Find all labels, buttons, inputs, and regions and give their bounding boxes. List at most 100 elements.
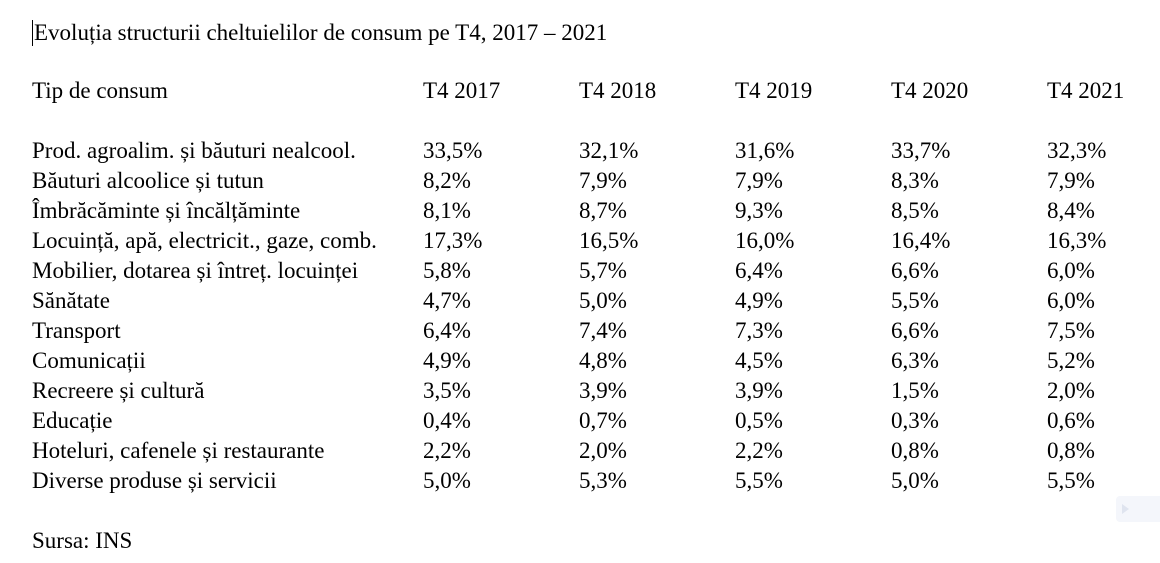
row-value: 33,7% [891,138,951,163]
header-year: T4 2020 [891,78,969,103]
row-value: 2,2% [735,438,783,463]
table-header-row: Tip de consum T4 2017 T4 2018 T4 2019 T4… [32,76,1147,106]
header-year: T4 2018 [579,78,657,103]
row-value: 16,5% [579,228,639,253]
table-row: Recreere și cultură 3,5% 3,9% 3,9% 1,5% 2,0% [32,376,1147,406]
row-value: 7,9% [1047,168,1095,193]
row-value: 8,4% [1047,198,1095,223]
row-label: Comunicații [32,348,146,373]
source-note: Sursa: INS [32,528,133,553]
row-value: 5,0% [891,468,939,493]
header-type: Tip de consum [32,78,168,103]
row-value: 5,0% [579,288,627,313]
row-value: 0,4% [423,408,471,433]
header-year: T4 2021 [1047,78,1125,103]
row-value: 16,3% [1047,228,1107,253]
table-row: Prod. agroalim. și băuturi nealcool. 33,5… [32,136,1147,166]
row-value: 5,5% [735,468,783,493]
table-row: Educație 0,4% 0,7% 0,5% 0,3% 0,6% [32,406,1147,436]
row-label: Sănătate [32,288,110,313]
table-row: Băuturi alcoolice și tutun 8,2% 7,9% 7,9% 8,… [32,166,1147,196]
row-value: 0,8% [891,438,939,463]
table-row: Hoteluri, cafenele și restaurante 2,2% 2,0… [32,436,1147,466]
row-label: Hoteluri, cafenele și restaurante [32,438,325,463]
row-label: Locuință, apă, electricit., gaze, comb. [32,228,377,253]
row-value: 1,5% [891,378,939,403]
row-value: 8,3% [891,168,939,193]
row-value: 5,0% [423,468,471,493]
row-value: 5,5% [1047,468,1095,493]
row-value: 3,5% [423,378,471,403]
row-value: 7,5% [1047,318,1095,343]
row-value: 33,5% [423,138,483,163]
row-value: 6,6% [891,318,939,343]
row-value: 0,6% [1047,408,1095,433]
row-value: 32,3% [1047,138,1107,163]
row-label: Prod. agroalim. și băuturi nealcool. [32,138,356,163]
row-label: Îmbrăcăminte și încălțăminte [32,198,301,223]
table-row: Îmbrăcăminte și încălțăminte 8,1% 8,7% 9,3%… [32,196,1147,226]
row-value: 8,7% [579,198,627,223]
row-value: 8,2% [423,168,471,193]
row-value: 8,1% [423,198,471,223]
table-row: Locuință, apă, electricit., gaze, comb. 1… [32,226,1147,256]
expenditure-structure-table: Tip de consum T4 2017 T4 2018 T4 2019 T4… [32,76,1147,496]
row-value: 16,0% [735,228,795,253]
play-arrow-icon [1122,504,1129,514]
row-value: 0,8% [1047,438,1095,463]
row-value: 4,5% [735,348,783,373]
row-label: Mobilier, dotarea și întreț. locuinței [32,258,359,283]
row-value: 3,9% [735,378,783,403]
row-value: 7,4% [579,318,627,343]
table-spacer-row [32,106,1147,136]
row-value: 5,3% [579,468,627,493]
row-label: Diverse produse și servicii [32,468,277,493]
text-cursor [32,20,33,46]
table-body: Prod. agroalim. și băuturi nealcool. 33,5… [32,106,1147,496]
row-value: 31,6% [735,138,795,163]
row-value: 5,8% [423,258,471,283]
row-value: 6,0% [1047,288,1095,313]
row-value: 2,2% [423,438,471,463]
row-value: 4,8% [579,348,627,373]
row-value: 0,3% [891,408,939,433]
row-value: 9,3% [735,198,783,223]
document-title[interactable]: Evoluția structurii cheltuielilor de con… [34,20,608,45]
row-value: 6,4% [423,318,471,343]
row-value: 4,7% [423,288,471,313]
row-value: 6,4% [735,258,783,283]
row-value: 5,5% [891,288,939,313]
table-row: Diverse produse și servicii 5,0% 5,3% 5,5% 5… [32,466,1147,496]
row-value: 2,0% [1047,378,1095,403]
row-value: 6,6% [891,258,939,283]
table-row: Comunicații 4,9% 4,8% 4,5% 6,3% 5,2% [32,346,1147,376]
row-label: Educație [32,408,113,433]
row-value: 7,9% [579,168,627,193]
table-row: Sănătate 4,7% 5,0% 4,9% 5,5% 6,0% [32,286,1147,316]
row-value: 3,9% [579,378,627,403]
row-label: Băuturi alcoolice și tutun [32,168,264,193]
corner-button[interactable] [1116,496,1160,522]
row-value: 6,3% [891,348,939,373]
row-label: Recreere și cultură [32,378,205,403]
row-value: 17,3% [423,228,483,253]
title-row: Evoluția structurii cheltuielilor de con… [32,18,607,48]
table-row: Transport 6,4% 7,4% 7,3% 6,6% 7,5% [32,316,1147,346]
header-year: T4 2019 [735,78,813,103]
row-value: 16,4% [891,228,951,253]
row-value: 32,1% [579,138,639,163]
header-year: T4 2017 [423,78,501,103]
row-value: 4,9% [423,348,471,373]
row-value: 0,5% [735,408,783,433]
row-value: 7,9% [735,168,783,193]
row-value: 0,7% [579,408,627,433]
row-value: 7,3% [735,318,783,343]
row-value: 6,0% [1047,258,1095,283]
row-value: 5,7% [579,258,627,283]
row-value: 5,2% [1047,348,1095,373]
row-label: Transport [32,318,121,343]
row-value: 2,0% [579,438,627,463]
row-value: 4,9% [735,288,783,313]
row-value: 8,5% [891,198,939,223]
